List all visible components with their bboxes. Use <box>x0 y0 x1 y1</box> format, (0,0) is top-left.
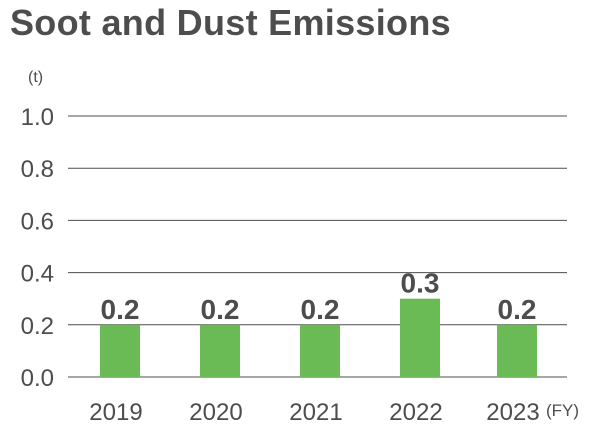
data-label: 0.2 <box>301 294 340 325</box>
bar <box>200 324 240 377</box>
y-unit-label: (t) <box>28 69 43 86</box>
y-tick-label: 0.8 <box>21 156 54 183</box>
chart-title: Soot and Dust Emissions <box>10 2 451 43</box>
data-label: 0.2 <box>498 294 537 325</box>
bar <box>100 324 140 377</box>
x-tick-labels: 2019 2020 2021 2022 2023 <box>89 399 539 426</box>
x-tick-label: 2023 <box>486 399 539 426</box>
y-tick-label: 0.6 <box>21 208 54 235</box>
x-tick-label: 2022 <box>389 399 442 426</box>
x-tick-label: 2019 <box>89 399 142 426</box>
y-tick-label: 0.2 <box>21 313 54 340</box>
data-label: 0.3 <box>401 268 440 299</box>
x-tick-label: 2021 <box>289 399 342 426</box>
y-tick-labels: 0.0 0.2 0.4 0.6 0.8 1.0 <box>21 104 54 392</box>
y-tick-label: 0.4 <box>21 261 54 288</box>
data-labels: 0.2 0.2 0.2 0.3 0.2 <box>101 268 537 325</box>
x-tick-label: 2020 <box>189 399 242 426</box>
data-label: 0.2 <box>101 294 140 325</box>
y-tick-label: 0.0 <box>21 365 54 392</box>
y-tick-label: 1.0 <box>21 104 54 131</box>
bar <box>497 324 537 377</box>
bar <box>300 324 340 377</box>
bars <box>100 298 537 377</box>
data-label: 0.2 <box>201 294 240 325</box>
bar <box>400 298 440 377</box>
x-unit-label: (FY) <box>546 401 579 420</box>
